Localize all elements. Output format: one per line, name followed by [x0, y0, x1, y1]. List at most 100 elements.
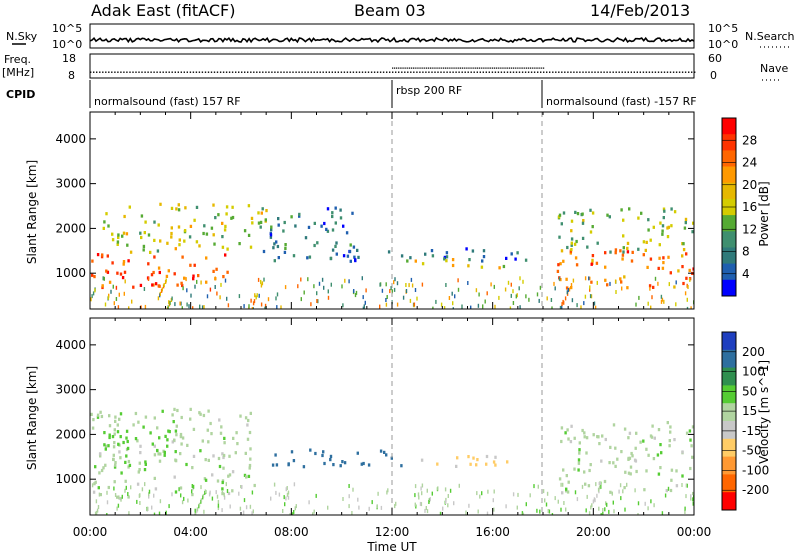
noise-cell [286, 492, 289, 497]
noise-cell [318, 281, 321, 286]
heatmap-cell [658, 256, 661, 260]
heatmap-cell [591, 258, 594, 262]
heatmap-cell [614, 464, 617, 468]
heatmap-cell [468, 258, 471, 262]
noise-cell [454, 294, 456, 299]
noise-cell [581, 484, 584, 489]
heatmap-cell [325, 227, 328, 231]
noise-cell [539, 285, 542, 290]
heatmap-cell [581, 236, 585, 240]
heatmap-cell [125, 436, 128, 440]
heatmap-cell [107, 485, 110, 490]
freq-dot [431, 71, 433, 73]
heatmap-cell [612, 423, 616, 427]
heatmap-cell [104, 463, 107, 467]
freq-dot [358, 71, 361, 73]
freq-dot [340, 71, 343, 73]
heatmap-cell [570, 248, 573, 252]
colorbar-segment [722, 279, 736, 297]
heatmap-cell [656, 453, 660, 457]
heatmap-cell [626, 241, 630, 245]
nave-dot [395, 67, 397, 69]
freq-dot [376, 71, 379, 73]
noise-cell [512, 289, 514, 294]
noise-cell [386, 295, 388, 299]
heatmap-cell [609, 445, 612, 449]
heatmap-cell [119, 412, 123, 416]
freq-dot [461, 71, 463, 73]
y-tick-label: 3000 [55, 177, 86, 191]
heatmap-cell [302, 465, 306, 469]
freq-dot [250, 71, 252, 73]
noise-cell [431, 491, 433, 496]
heatmap-cell [577, 468, 580, 472]
noise-cell [217, 506, 220, 511]
freq-dot [669, 71, 672, 73]
noise-cell [602, 511, 604, 515]
heatmap-cell [560, 249, 564, 253]
noise-cell [544, 498, 546, 503]
nave-dot [429, 67, 431, 69]
noise-cell [113, 486, 115, 491]
heatmap-cell [606, 213, 609, 217]
noise-cell [584, 276, 587, 281]
heatmap-cell [262, 249, 266, 254]
heatmap-cell [339, 216, 343, 220]
freq-dot [222, 71, 225, 73]
heatmap-cell [225, 205, 229, 209]
noise-cell [146, 506, 149, 511]
noise-cell [260, 279, 262, 284]
heatmap-cell [211, 473, 214, 477]
heatmap-cell [623, 427, 627, 431]
freq-dot [600, 71, 602, 73]
heatmap-cell [134, 411, 138, 416]
heatmap-cell [651, 424, 654, 428]
heatmap-cell [181, 436, 185, 440]
noise-cell [124, 279, 126, 284]
heatmap-cell [114, 415, 117, 419]
noise-cell [547, 509, 549, 513]
nave-dot [529, 67, 531, 69]
freq-dot [552, 71, 554, 73]
noise-cell [420, 502, 423, 507]
heatmap-cell [111, 435, 115, 439]
heatmap-cell [150, 273, 154, 277]
noise-cell [283, 495, 285, 500]
noise-cell [685, 494, 687, 499]
nave-dot [499, 67, 501, 69]
heatmap-cell [93, 275, 96, 279]
noise-cell [494, 304, 496, 309]
heatmap-cell [277, 217, 280, 221]
heatmap-cell [217, 456, 221, 461]
heatmap-cell [667, 225, 670, 229]
heatmap-cell [106, 270, 110, 274]
freq-dot [126, 71, 128, 73]
noise-cell [348, 484, 350, 488]
freq-dot [651, 71, 654, 73]
date-title: 14/Feb/2013 [590, 1, 690, 20]
noise-cell [619, 483, 622, 488]
noise-cell [394, 277, 396, 282]
heatmap-cell [126, 439, 129, 444]
freq-dot [171, 71, 173, 73]
noise-cell [681, 483, 683, 487]
freq-dot [567, 71, 569, 73]
heatmap-cell [173, 272, 176, 276]
heatmap-cell [604, 265, 607, 269]
heatmap-cell [180, 415, 183, 420]
heatmap-cell [202, 413, 206, 418]
heatmap-cell [105, 269, 108, 273]
heatmap-cell [342, 224, 345, 228]
freq-dot [521, 71, 524, 73]
noise-cell [381, 288, 384, 293]
noise-cell [510, 282, 512, 287]
noise-cell [106, 500, 109, 505]
nave-dot [418, 67, 420, 69]
noise-cell [447, 494, 449, 498]
noise-cell [196, 279, 198, 284]
noise-cell [280, 305, 282, 309]
heatmap-cell [137, 470, 140, 474]
heatmap-cell [163, 450, 166, 454]
